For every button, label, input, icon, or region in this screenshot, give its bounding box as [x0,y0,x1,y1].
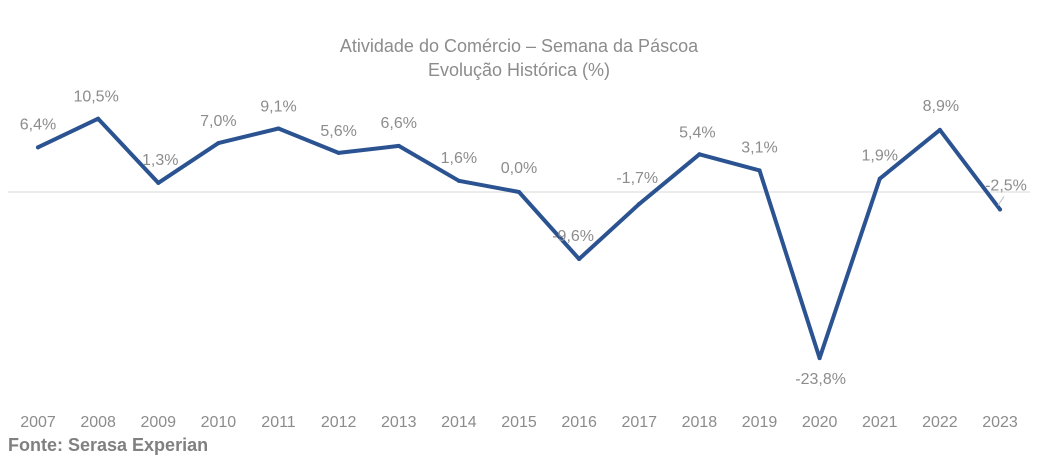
data-point-2012 [336,150,341,155]
data-label-2016: -9,6% [552,228,594,245]
series-layer [36,116,1002,361]
data-label-2014: 1,6% [441,150,477,167]
data-point-2013 [396,143,401,148]
data-label-2020: -23,8% [795,371,846,388]
x-axis-tick-labels: 2007 2008 2009 2010 2011 2012 2013 2014 2015 2016… [20,414,1018,431]
data-label-2010: 7,0% [200,113,236,130]
x-tick-label-2011: 2011 [261,414,296,431]
data-point-2010 [216,141,221,146]
data-label-2021: 1,9% [862,148,898,165]
data-point-2014 [456,178,461,183]
x-tick-label-2013: 2013 [381,414,417,431]
series-line [36,116,1002,361]
x-tick-label-2014: 2014 [441,414,477,431]
x-tick-label-2023: 2023 [982,414,1018,431]
data-point-2015 [517,190,521,194]
data-label-2013: 6,6% [381,115,417,132]
chart-title: Atividade do Comércio – Semana da Páscoa [340,36,699,56]
data-point-2011 [276,126,281,131]
data-point-2009 [156,180,161,185]
chart-subtitle: Evolução Histórica (%) [428,60,610,80]
data-label-2017: -1,7% [616,170,658,187]
x-tick-label-2021: 2021 [862,414,898,431]
x-tick-label-2020: 2020 [802,414,838,431]
x-tick-label-2010: 2010 [201,414,237,431]
x-tick-label-2017: 2017 [621,414,657,431]
data-label-2015: 0,0% [501,160,537,177]
x-tick-label-2022: 2022 [922,414,958,431]
data-point-2021 [877,176,882,181]
data-point-2023 [998,207,1002,212]
data-label-2019: 3,1% [741,139,777,156]
label-leader-line [997,196,1005,206]
data-label-layer: 6,4% 10,5% 1,3% 7,0% 9,1% 5,6% 6,6% 1,6% 0,0% -9,… [20,89,1027,388]
data-label-2018: 5,4% [679,124,715,141]
data-point-2016 [577,257,582,262]
x-tick-label-2015: 2015 [501,414,537,431]
data-point-2017 [637,201,642,206]
data-point-2008 [96,116,101,121]
x-tick-label-2018: 2018 [682,414,718,431]
source-note: Fonte: Serasa Experian [8,435,209,455]
data-label-2022: 8,9% [923,98,959,115]
data-label-2023: -2,5% [985,177,1027,194]
data-label-2008: 10,5% [73,89,118,106]
x-tick-label-2019: 2019 [742,414,778,431]
data-label-2012: 5,6% [320,123,356,140]
x-tick-label-2009: 2009 [140,414,176,431]
x-tick-label-2012: 2012 [321,414,357,431]
data-label-2011: 9,1% [260,98,296,115]
data-point-2020 [817,356,822,361]
x-tick-label-2008: 2008 [80,414,116,431]
data-point-2022 [937,127,942,132]
data-point-2018 [697,152,702,157]
data-point-2007 [36,145,40,150]
data-label-2009: 1,3% [142,152,178,169]
x-tick-label-2007: 2007 [20,414,56,431]
data-label-2007: 6,4% [20,116,56,133]
x-tick-label-2016: 2016 [561,414,597,431]
data-point-2019 [757,168,762,173]
